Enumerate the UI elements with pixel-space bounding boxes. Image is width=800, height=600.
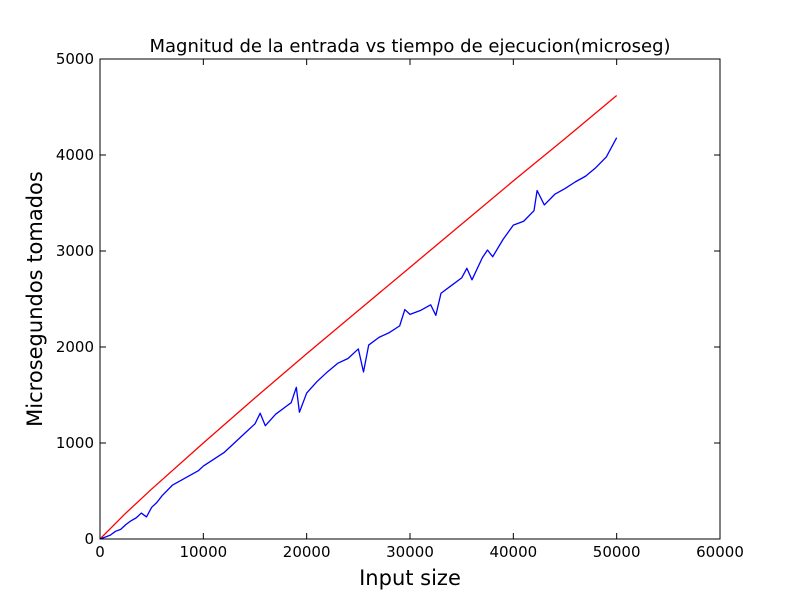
y-axis-label: Microsegundos tomados	[23, 171, 47, 427]
x-axis-label: Input size	[359, 566, 461, 590]
x-tick-label: 40000	[489, 543, 537, 561]
x-tick-label: 50000	[593, 543, 641, 561]
y-tick-label: 3000	[56, 242, 94, 260]
y-tick-label: 1000	[56, 434, 94, 452]
x-tick-label: 0	[95, 543, 105, 561]
x-tick-label: 20000	[283, 543, 331, 561]
y-tick-label: 4000	[56, 146, 94, 164]
chart-title: Magnitud de la entrada vs tiempo de ejec…	[149, 36, 670, 57]
series-line-2	[99, 137, 618, 540]
y-tick-label: 0	[84, 530, 94, 548]
x-tick-label: 30000	[386, 543, 434, 561]
y-tick-label: 5000	[56, 50, 94, 68]
x-tick-label: 60000	[696, 543, 744, 561]
tick-layer: 0 10000 20000 30000 40000 50000 60000 0 1000 2000…	[56, 50, 744, 561]
x-tick-label: 10000	[179, 543, 227, 561]
series-line-1	[99, 94, 618, 540]
y-tick-label: 2000	[56, 338, 94, 356]
series-layer	[99, 94, 618, 540]
axes-frame	[99, 58, 721, 540]
